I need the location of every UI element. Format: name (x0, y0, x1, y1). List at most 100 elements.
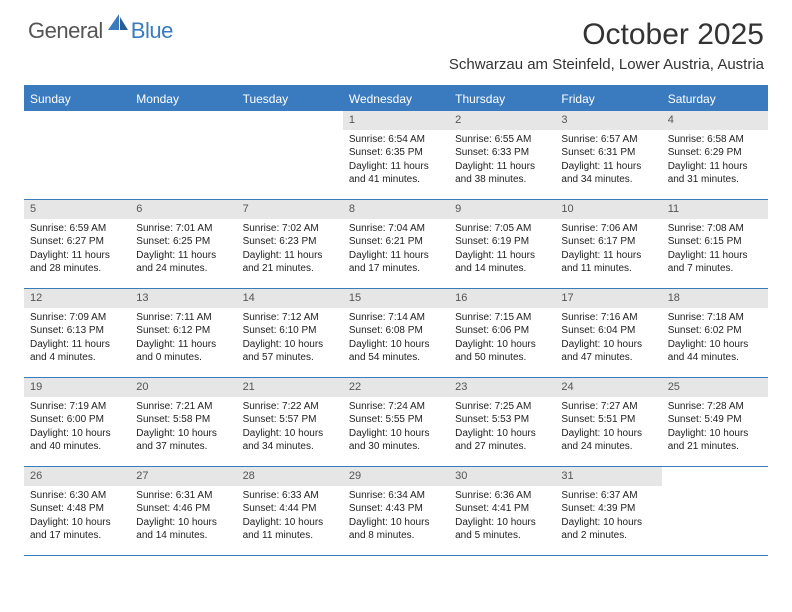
day-cell: 24Sunrise: 7:27 AMSunset: 5:51 PMDayligh… (555, 378, 661, 466)
day-number: 26 (24, 467, 130, 486)
sunset-text: Sunset: 4:43 PM (349, 502, 443, 516)
sunset-text: Sunset: 4:48 PM (30, 502, 124, 516)
sunset-text: Sunset: 6:08 PM (349, 324, 443, 338)
sunrise-text: Sunrise: 7:04 AM (349, 222, 443, 236)
sunset-text: Sunset: 5:57 PM (243, 413, 337, 427)
daylight-text: Daylight: 11 hours and 0 minutes. (136, 338, 230, 365)
day-content: Sunrise: 6:55 AMSunset: 6:33 PMDaylight:… (449, 130, 555, 193)
page-title: October 2025 (449, 18, 764, 52)
day-content: Sunrise: 7:01 AMSunset: 6:25 PMDaylight:… (130, 219, 236, 282)
day-cell: 5Sunrise: 6:59 AMSunset: 6:27 PMDaylight… (24, 200, 130, 288)
day-number: 1 (343, 111, 449, 130)
day-number: 27 (130, 467, 236, 486)
day-number: 16 (449, 289, 555, 308)
day-cell: 8Sunrise: 7:04 AMSunset: 6:21 PMDaylight… (343, 200, 449, 288)
week-row: 12Sunrise: 7:09 AMSunset: 6:13 PMDayligh… (24, 289, 768, 378)
day-cell: 3Sunrise: 6:57 AMSunset: 6:31 PMDaylight… (555, 111, 661, 199)
sunrise-text: Sunrise: 7:16 AM (561, 311, 655, 325)
daylight-text: Daylight: 10 hours and 37 minutes. (136, 427, 230, 454)
sunrise-text: Sunrise: 6:36 AM (455, 489, 549, 503)
daylight-text: Daylight: 10 hours and 57 minutes. (243, 338, 337, 365)
day-number: 19 (24, 378, 130, 397)
sunset-text: Sunset: 5:49 PM (668, 413, 762, 427)
day-number: 10 (555, 200, 661, 219)
day-content: Sunrise: 6:34 AMSunset: 4:43 PMDaylight:… (343, 486, 449, 549)
day-number: 13 (130, 289, 236, 308)
daylight-text: Daylight: 10 hours and 27 minutes. (455, 427, 549, 454)
day-cell: 19Sunrise: 7:19 AMSunset: 6:00 PMDayligh… (24, 378, 130, 466)
sunset-text: Sunset: 4:41 PM (455, 502, 549, 516)
day-number: 5 (24, 200, 130, 219)
sunset-text: Sunset: 6:06 PM (455, 324, 549, 338)
day-cell: 1Sunrise: 6:54 AMSunset: 6:35 PMDaylight… (343, 111, 449, 199)
logo-text-general: General (28, 18, 103, 44)
day-cell: 16Sunrise: 7:15 AMSunset: 6:06 PMDayligh… (449, 289, 555, 377)
dayheader-sun: Sunday (24, 87, 130, 111)
sunrise-text: Sunrise: 6:34 AM (349, 489, 443, 503)
day-content: Sunrise: 6:36 AMSunset: 4:41 PMDaylight:… (449, 486, 555, 549)
day-cell: 20Sunrise: 7:21 AMSunset: 5:58 PMDayligh… (130, 378, 236, 466)
sunrise-text: Sunrise: 6:55 AM (455, 133, 549, 147)
day-content: Sunrise: 7:16 AMSunset: 6:04 PMDaylight:… (555, 308, 661, 371)
sunrise-text: Sunrise: 7:19 AM (30, 400, 124, 414)
daylight-text: Daylight: 11 hours and 14 minutes. (455, 249, 549, 276)
sunset-text: Sunset: 6:25 PM (136, 235, 230, 249)
sunrise-text: Sunrise: 7:12 AM (243, 311, 337, 325)
sunrise-text: Sunrise: 7:22 AM (243, 400, 337, 414)
daylight-text: Daylight: 11 hours and 41 minutes. (349, 160, 443, 187)
sunset-text: Sunset: 5:55 PM (349, 413, 443, 427)
day-cell: 29Sunrise: 6:34 AMSunset: 4:43 PMDayligh… (343, 467, 449, 555)
sunset-text: Sunset: 4:46 PM (136, 502, 230, 516)
day-content: Sunrise: 6:30 AMSunset: 4:48 PMDaylight:… (24, 486, 130, 549)
sunset-text: Sunset: 6:27 PM (30, 235, 124, 249)
day-cell (237, 111, 343, 199)
day-content: Sunrise: 7:25 AMSunset: 5:53 PMDaylight:… (449, 397, 555, 460)
daylight-text: Daylight: 10 hours and 2 minutes. (561, 516, 655, 543)
daylight-text: Daylight: 11 hours and 34 minutes. (561, 160, 655, 187)
day-header-row: Sunday Monday Tuesday Wednesday Thursday… (24, 87, 768, 111)
sunset-text: Sunset: 6:19 PM (455, 235, 549, 249)
daylight-text: Daylight: 10 hours and 54 minutes. (349, 338, 443, 365)
sunrise-text: Sunrise: 7:15 AM (455, 311, 549, 325)
sunset-text: Sunset: 6:33 PM (455, 146, 549, 160)
week-row: 5Sunrise: 6:59 AMSunset: 6:27 PMDaylight… (24, 200, 768, 289)
weeks-container: 1Sunrise: 6:54 AMSunset: 6:35 PMDaylight… (24, 111, 768, 556)
day-cell: 4Sunrise: 6:58 AMSunset: 6:29 PMDaylight… (662, 111, 768, 199)
day-number: 6 (130, 200, 236, 219)
day-number: 29 (343, 467, 449, 486)
sunset-text: Sunset: 4:39 PM (561, 502, 655, 516)
day-number: 11 (662, 200, 768, 219)
day-cell: 9Sunrise: 7:05 AMSunset: 6:19 PMDaylight… (449, 200, 555, 288)
day-cell: 10Sunrise: 7:06 AMSunset: 6:17 PMDayligh… (555, 200, 661, 288)
day-number: 12 (24, 289, 130, 308)
sunset-text: Sunset: 6:12 PM (136, 324, 230, 338)
week-row: 19Sunrise: 7:19 AMSunset: 6:00 PMDayligh… (24, 378, 768, 467)
daylight-text: Daylight: 11 hours and 31 minutes. (668, 160, 762, 187)
logo: General Blue (28, 18, 173, 44)
sunset-text: Sunset: 4:44 PM (243, 502, 337, 516)
daylight-text: Daylight: 10 hours and 5 minutes. (455, 516, 549, 543)
sunrise-text: Sunrise: 6:33 AM (243, 489, 337, 503)
sunrise-text: Sunrise: 7:27 AM (561, 400, 655, 414)
day-content: Sunrise: 7:11 AMSunset: 6:12 PMDaylight:… (130, 308, 236, 371)
day-number: 4 (662, 111, 768, 130)
sunrise-text: Sunrise: 7:09 AM (30, 311, 124, 325)
day-content: Sunrise: 6:31 AMSunset: 4:46 PMDaylight:… (130, 486, 236, 549)
sunset-text: Sunset: 6:31 PM (561, 146, 655, 160)
day-number: 22 (343, 378, 449, 397)
week-row: 26Sunrise: 6:30 AMSunset: 4:48 PMDayligh… (24, 467, 768, 556)
location-subtitle: Schwarzau am Steinfeld, Lower Austria, A… (449, 56, 764, 73)
day-content: Sunrise: 6:33 AMSunset: 4:44 PMDaylight:… (237, 486, 343, 549)
sunset-text: Sunset: 6:29 PM (668, 146, 762, 160)
day-cell: 7Sunrise: 7:02 AMSunset: 6:23 PMDaylight… (237, 200, 343, 288)
day-number: 17 (555, 289, 661, 308)
sunrise-text: Sunrise: 7:08 AM (668, 222, 762, 236)
day-content: Sunrise: 6:54 AMSunset: 6:35 PMDaylight:… (343, 130, 449, 193)
sunrise-text: Sunrise: 6:37 AM (561, 489, 655, 503)
dayheader-fri: Friday (555, 87, 661, 111)
sunset-text: Sunset: 6:35 PM (349, 146, 443, 160)
day-number: 7 (237, 200, 343, 219)
day-content: Sunrise: 6:37 AMSunset: 4:39 PMDaylight:… (555, 486, 661, 549)
daylight-text: Daylight: 10 hours and 30 minutes. (349, 427, 443, 454)
day-content: Sunrise: 7:02 AMSunset: 6:23 PMDaylight:… (237, 219, 343, 282)
